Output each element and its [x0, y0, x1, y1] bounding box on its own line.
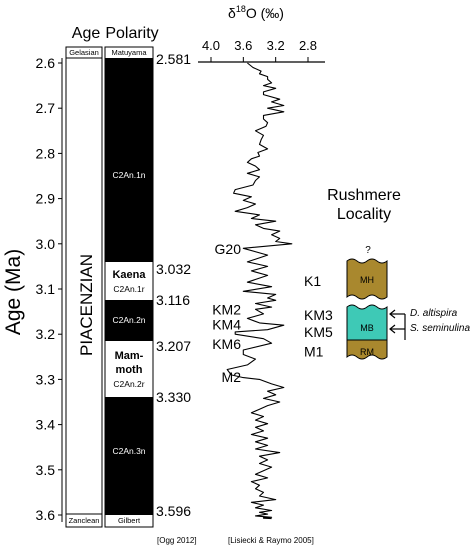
stage-label-km3: KM3: [304, 307, 333, 323]
isotope-tick-label: 2.8: [299, 38, 317, 53]
boundary-age: 3.596: [156, 503, 191, 519]
stage-label-km6: KM6: [212, 336, 241, 352]
polarity-zone-c2an1n: [105, 58, 153, 262]
age-tick-label: 3.6: [36, 507, 56, 523]
rushmere-locality: Rushmere Locality ? MH MB RM D. altispir…: [327, 187, 470, 360]
polarity-c2an1r: C2An.1r: [113, 284, 144, 294]
age-tick-label: 3.3: [36, 371, 56, 387]
boundary-age: 2.581: [156, 51, 191, 67]
stage-label-km5: KM5: [304, 324, 333, 340]
locality-title-line2: Locality: [337, 206, 391, 223]
isotope-tick-label: 3.6: [234, 38, 252, 53]
isotope-tick-label: 4.0: [202, 38, 220, 53]
polarity-c2an3n: C2An.3n: [112, 446, 145, 456]
taxon-seminulina: S. seminulina: [410, 323, 470, 334]
boundary-age: 3.116: [156, 292, 190, 308]
age-tick-label: 2.7: [36, 100, 56, 116]
unit-rm: [346, 339, 388, 360]
boundary-age: 3.207: [156, 338, 191, 354]
unit-mb: [346, 304, 388, 341]
polarity-column: Matuyama C2An.1n Kaena C2An.1r C2An.2n M…: [104, 46, 154, 528]
stage-zanclean: Zanclean: [69, 516, 100, 525]
locality-title-line1: Rushmere: [327, 187, 401, 204]
polarity-matuyama: Matuyama: [111, 48, 147, 57]
stage-piacenzian: PIACENZIAN: [77, 254, 96, 356]
source-ogg: [Ogg 2012]: [157, 536, 197, 545]
stage-label-km4: KM4: [212, 316, 241, 332]
isotope-curve: [226, 62, 293, 520]
age-column-header: Age: [72, 25, 101, 42]
stage-label-km2: KM2: [212, 301, 241, 317]
boundary-age-labels: 2.581 3.032 3.116 3.207 3.330 3.596: [156, 51, 191, 519]
polarity-zone-c2an3n: [105, 397, 153, 515]
boundary-age: 3.330: [156, 389, 191, 405]
stage-label-m1: M1: [304, 343, 324, 359]
age-tick-label: 3.5: [36, 462, 56, 478]
isotope-axis-label: δ18O (‰): [228, 4, 284, 21]
unit-mb-label: MB: [360, 323, 374, 333]
age-axis-label: Age (Ma): [2, 249, 25, 335]
age-tick-label: 2.9: [36, 191, 56, 207]
age-column: Gelasian PIACENZIAN Zanclean: [65, 46, 103, 528]
age-tick-label: 3.2: [36, 326, 56, 342]
unit-mh: [346, 258, 388, 300]
age-tick-label: 3.1: [36, 281, 56, 297]
isotope-tick-label: 3.2: [267, 38, 285, 53]
polarity-mammoth-line1: Mam-: [115, 350, 144, 362]
isotope-stage-labels: G20 K1 KM2 KM3 KM4 KM5 KM6 M1 M2: [212, 241, 333, 385]
stage-label-g20: G20: [215, 241, 242, 257]
boundary-age: 3.032: [156, 261, 191, 277]
polarity-mammoth-line2: moth: [116, 364, 143, 376]
taxon-altispira: D. altispira: [410, 308, 458, 319]
polarity-kaena: Kaena: [112, 269, 146, 281]
age-tick-label: 3.4: [36, 417, 56, 433]
stage-label-k1: K1: [304, 273, 321, 289]
polarity-gilbert: Gilbert: [118, 516, 141, 525]
age-tick-label: 2.8: [36, 145, 56, 161]
polarity-c2an2r: C2An.2r: [113, 379, 144, 389]
unit-mh-label: MH: [360, 275, 374, 285]
polarity-column-header: Polarity: [105, 25, 158, 42]
polarity-c2an2n: C2An.2n: [112, 315, 145, 325]
age-tick-label: 3.0: [36, 236, 56, 252]
source-lisiecki: [Lisiecki & Raymo 2005]: [228, 536, 314, 545]
taxa-arrows: [389, 309, 406, 340]
age-axis: 2.6 2.7 2.8 2.9 3.0 3.1 3.2 3.3 3.4 3.5 3.6 Age (M…: [2, 55, 63, 523]
locality-question-mark: ?: [365, 245, 371, 256]
stage-label-m2: M2: [222, 369, 242, 385]
stage-gelasian: Gelasian: [69, 48, 99, 57]
unit-rm-label: RM: [360, 347, 374, 357]
polarity-c2an1n: C2An.1n: [112, 170, 145, 180]
isotope-axis: δ18O (‰) 4.0 3.6 3.2 2.8: [198, 4, 325, 63]
age-tick-label: 2.6: [36, 55, 56, 71]
polarity-zone-c2an2n: [105, 300, 153, 341]
